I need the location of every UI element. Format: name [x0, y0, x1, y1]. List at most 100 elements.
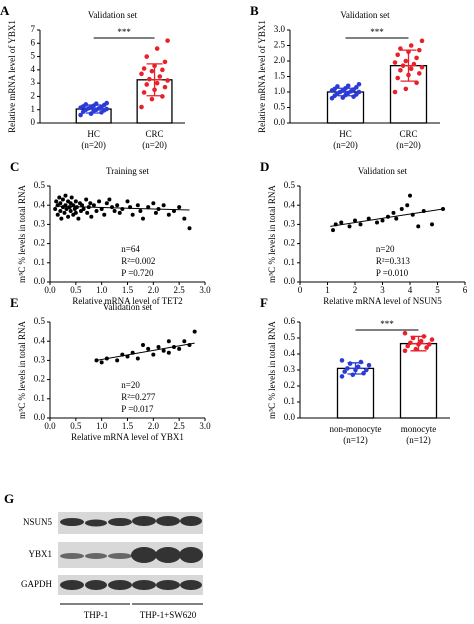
x-tick-label: 3.0 [199, 285, 211, 295]
annotation: P =0.720 [121, 268, 154, 278]
y-tick-label: 2.5 [274, 40, 286, 50]
annotation: R²=0.277 [121, 392, 156, 402]
error-bar [146, 63, 163, 97]
data-point [160, 94, 165, 99]
annotation: n=20 [376, 244, 395, 254]
y-tick-label: 0.3 [284, 364, 296, 374]
data-point [162, 59, 168, 65]
data-point [153, 210, 158, 215]
band [180, 516, 202, 526]
x-tick-label: 0.5 [70, 285, 82, 295]
x-tick-label: 3.0 [199, 421, 211, 431]
data-point [160, 67, 165, 73]
band [60, 580, 84, 590]
data-point [424, 345, 429, 350]
data-point [364, 367, 369, 373]
error-bar [337, 87, 354, 97]
y-tick-label: 0.0 [34, 412, 46, 422]
x-tick-label: CRC [399, 129, 417, 139]
y-tick-label: 0.5 [34, 180, 46, 190]
data-point [83, 102, 89, 107]
data-point [166, 212, 171, 217]
annotation: P =0.017 [121, 404, 154, 414]
x-tick-label: 3 [380, 285, 385, 295]
chart-title: Training set [106, 166, 149, 176]
annotation: P =0.010 [376, 268, 409, 278]
data-point [115, 203, 120, 208]
y-tick-label: 0.4 [284, 348, 296, 358]
data-point [104, 100, 109, 106]
y-tick-label: 0.0 [34, 276, 46, 286]
data-point [402, 348, 408, 354]
data-point [57, 195, 62, 200]
band [85, 519, 107, 527]
y-tick-label: 0.5 [284, 332, 296, 342]
data-point [395, 52, 401, 58]
x-axis-label: Relative mRNA level of NSUN5 [323, 296, 442, 306]
y-tick-label: 0.0 [274, 117, 286, 127]
x-tick-label: 0 [298, 285, 303, 295]
y-tick-label: 0.5 [34, 316, 46, 326]
data-point [81, 207, 86, 212]
x-axis-label: Relative mRNA level of TET2 [72, 296, 182, 306]
data-point [63, 193, 68, 198]
error-bar [400, 49, 417, 82]
data-point [399, 207, 404, 212]
y-axis-label: m⁵C % levels in total RNA [267, 185, 277, 283]
data-point [55, 212, 60, 217]
data-point [110, 205, 114, 210]
data-point [84, 197, 89, 202]
data-point [141, 90, 147, 95]
x-tick-note: (n=20) [396, 140, 421, 150]
panel-label: A [0, 3, 10, 18]
y-tick-label: 0.3 [34, 354, 46, 364]
data-point [117, 210, 122, 215]
group-label: THP-1+SW620 [140, 610, 197, 620]
panel-label: E [10, 295, 19, 310]
data-point [177, 346, 182, 351]
x-tick-note: (n=12) [406, 435, 431, 445]
data-point [76, 216, 81, 221]
x-tick-label: non-monocyte [330, 424, 382, 434]
data-point [398, 68, 403, 73]
y-tick-label: 0.3 [284, 218, 296, 228]
data-point [141, 216, 145, 221]
chart-title: Validation set [88, 10, 138, 20]
data-point [73, 210, 78, 215]
x-tick-label: 0.5 [70, 421, 82, 431]
data-point [151, 352, 156, 357]
panel-label: G [4, 491, 14, 506]
data-point [339, 358, 345, 363]
data-point [350, 372, 356, 378]
data-point [64, 207, 69, 212]
band [156, 516, 180, 526]
data-point [366, 216, 371, 221]
panel-label: B [250, 3, 259, 18]
y-tick-label: 0.2 [34, 374, 45, 384]
data-point [331, 228, 335, 233]
x-tick-label: 2.0 [148, 421, 160, 431]
data-point [130, 212, 135, 217]
y-tick-label: 0.2 [284, 380, 295, 390]
data-point [395, 75, 401, 81]
data-point [416, 224, 421, 229]
data-point [177, 205, 182, 210]
y-tick-label: 3 [31, 77, 36, 87]
y-tick-label: 0 [31, 117, 36, 127]
x-axis-label: Relative mRNA level of YBX1 [71, 432, 184, 442]
y-tick-label: 0.4 [34, 199, 46, 209]
y-tick-label: 0.2 [34, 238, 45, 248]
x-tick-label: 5 [435, 285, 440, 295]
data-point [166, 350, 171, 355]
data-point [405, 343, 411, 349]
y-axis-label: m⁵C % levels in total RNA [17, 321, 27, 419]
y-tick-label: 7 [31, 24, 36, 34]
data-point [405, 203, 410, 208]
y-tick-label: 0.3 [34, 218, 46, 228]
x-tick-note: (n=20) [142, 140, 167, 150]
data-point [115, 358, 120, 363]
annotation: n=20 [121, 380, 140, 390]
x-tick-note: (n=12) [343, 435, 368, 445]
data-point [403, 86, 409, 92]
data-point [356, 89, 362, 95]
